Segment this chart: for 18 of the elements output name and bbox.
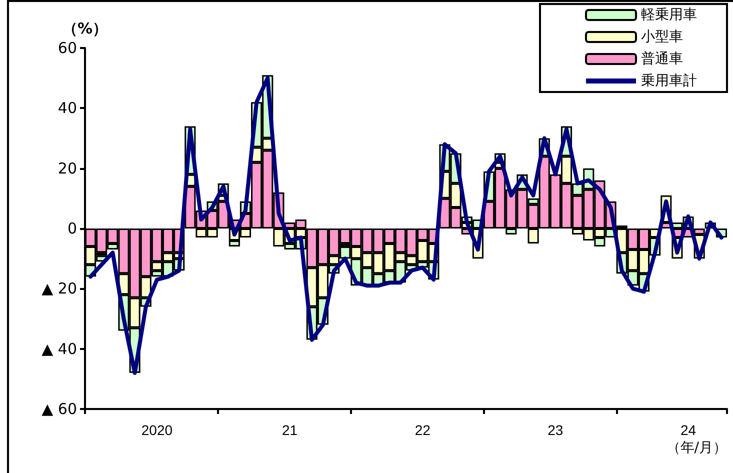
legend-label: 小型車 — [641, 29, 683, 45]
y-tick-label: 40 — [58, 99, 77, 118]
y-tick-label: 0 — [67, 220, 77, 238]
x-tick-label: 23 — [548, 422, 564, 438]
x-tick-label: 22 — [414, 422, 431, 438]
y-axis-title: （%） — [62, 20, 108, 38]
x-tick-label: 2020 — [141, 422, 173, 438]
y-tick-label: ▲ 40 — [42, 340, 77, 358]
y-tick-label: ▲ 60 — [42, 400, 77, 418]
y-tick-label: 60 — [58, 39, 77, 57]
x-axis-title: （年/月） — [666, 440, 727, 456]
legend-label: 普通車 — [641, 50, 683, 67]
legend-label: 軽乗用車 — [641, 7, 697, 23]
x-tick-label: 24 — [680, 422, 696, 438]
x-tick-label: 21 — [282, 422, 298, 438]
legend-label: 乗用車計 — [641, 73, 697, 89]
y-tick-label: 20 — [58, 159, 77, 178]
y-tick-label: ▲ 20 — [42, 280, 77, 298]
